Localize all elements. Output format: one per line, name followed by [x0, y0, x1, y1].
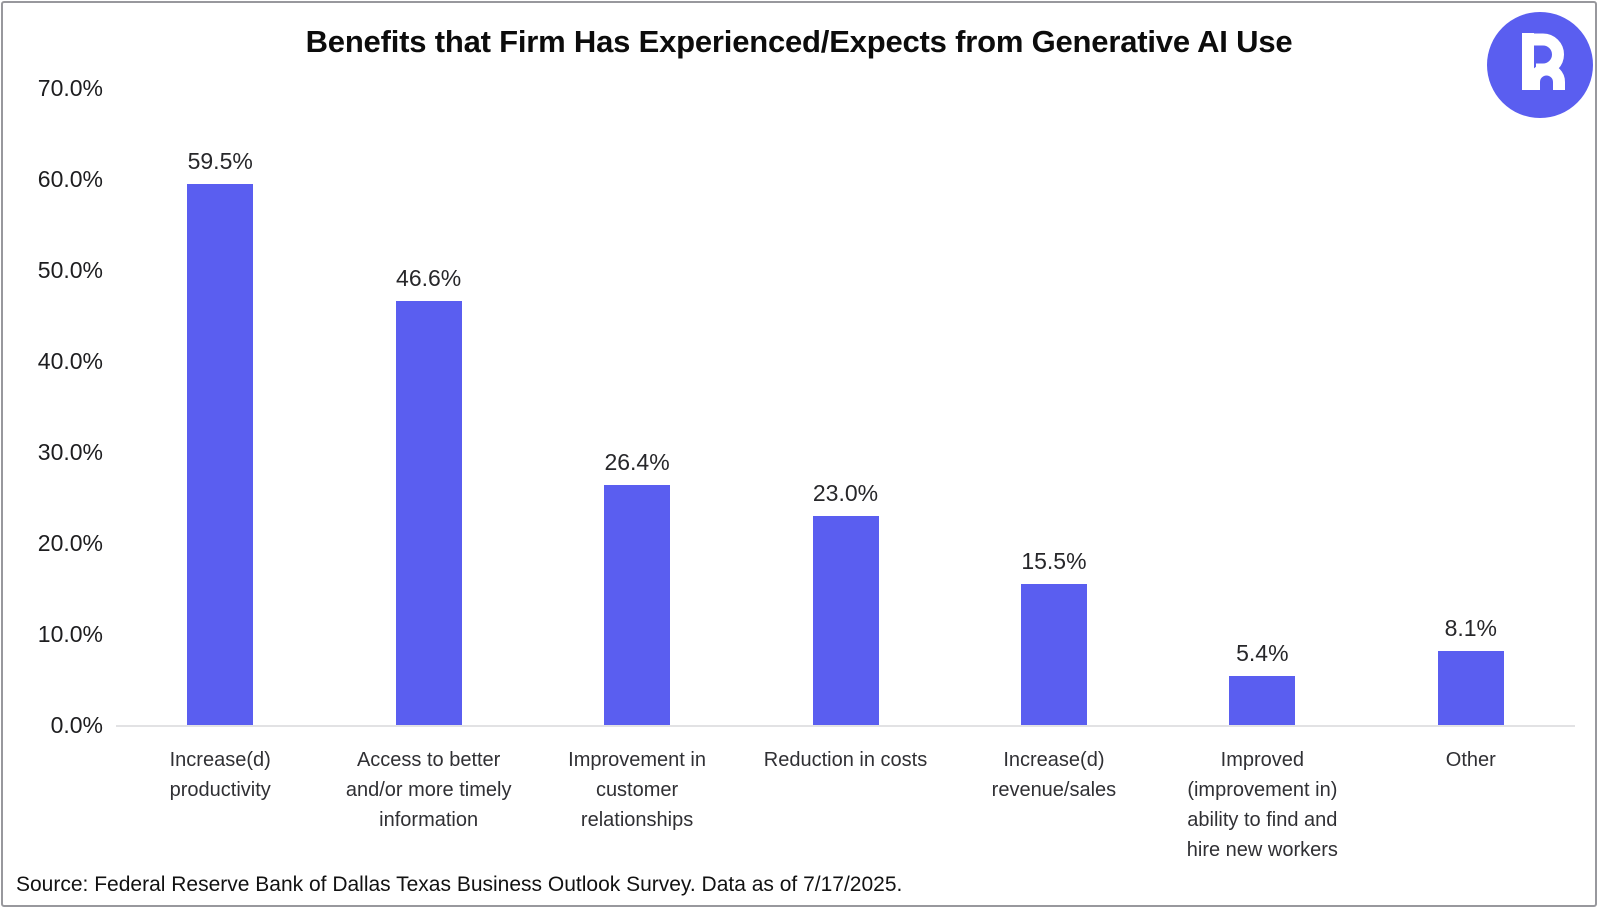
- rho-logo-glyph-leg: [1528, 63, 1565, 90]
- x-axis-category-label: Reduction in costs: [763, 749, 928, 771]
- source-note: Source: Federal Reserve Bank of Dallas T…: [16, 873, 903, 896]
- bar-value-label: 23.0%: [812, 480, 879, 506]
- y-axis-tick-label: 40.0%: [37, 348, 103, 374]
- rho-logo: [1487, 12, 1593, 118]
- bar: [395, 301, 462, 725]
- y-axis-tick-label: 20.0%: [37, 530, 103, 556]
- bar: [1437, 651, 1504, 725]
- chart-title: Benefits that Firm Has Experienced/Expec…: [305, 24, 1293, 59]
- x-axis-category-label: Improved (improvement in) ability to fin…: [1186, 749, 1338, 861]
- bar: [604, 485, 671, 725]
- bar: [187, 184, 254, 725]
- bar-value-label: 8.1%: [1444, 615, 1497, 641]
- x-axis-category-label: Improvement in customer relationships: [568, 749, 706, 831]
- y-axis-tick-label: 30.0%: [37, 439, 103, 465]
- x-axis-category-label: Other: [1445, 749, 1496, 771]
- x-axis-line: [116, 725, 1575, 727]
- x-axis-category-label: Increase(d) productivity: [169, 749, 271, 801]
- y-axis-tick-label: 10.0%: [37, 621, 103, 647]
- y-axis-tick-label: 60.0%: [37, 166, 103, 192]
- bar: [1229, 676, 1296, 725]
- y-axis-tick-label: 70.0%: [37, 75, 103, 101]
- bar: [1020, 584, 1087, 725]
- bar-value-label: 5.4%: [1236, 640, 1289, 666]
- rho-logo-mark: [1487, 12, 1593, 118]
- x-axis-category-label: Access to better and/or more timely info…: [345, 749, 512, 831]
- y-axis-tick-label: 0.0%: [50, 712, 103, 738]
- bar-value-label: 59.5%: [187, 148, 253, 174]
- bar-value-label: 26.4%: [604, 449, 670, 475]
- bar: [812, 516, 879, 725]
- bar-value-label: 15.5%: [1021, 548, 1087, 574]
- x-axis-category-label: Increase(d) revenue/sales: [991, 749, 1117, 801]
- bar-value-label: 46.6%: [396, 265, 462, 291]
- y-axis-tick-label: 50.0%: [37, 257, 103, 283]
